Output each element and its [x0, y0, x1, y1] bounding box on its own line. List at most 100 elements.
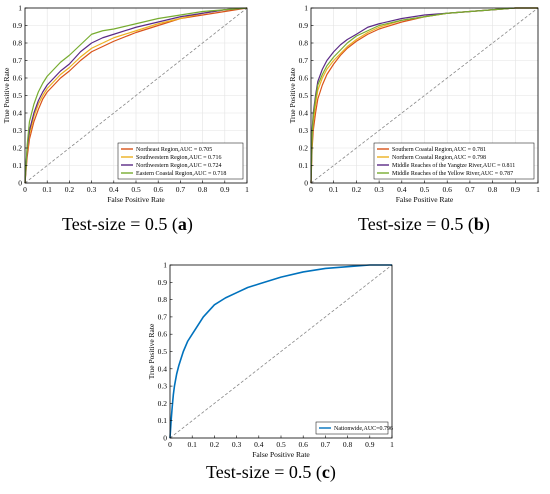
roc-curve-series-2 [24, 7, 248, 184]
caption-b-suffix: ) [483, 214, 490, 234]
legend-label-4: Eastern Coastal Region,AUC = 0.718 [136, 171, 226, 177]
y-tick-label: 0.7 [13, 56, 23, 65]
chart-a: 0 0.1 0.2 0.3 0.4 0.5 0.6 0.7 0.8 0.9 1 0 0.1 0.2 0.3 0… [2, 4, 249, 205]
y-axis-label: True Positive Rate [147, 323, 156, 379]
y-tick-label: 0.8 [299, 39, 309, 48]
y-tick-label: 0.2 [158, 399, 168, 408]
caption-c-letter: c [321, 462, 330, 482]
y-tick-label: 0.4 [158, 364, 168, 373]
x-tick-label: 0.3 [232, 440, 242, 449]
roc-curve-series-3 [24, 7, 248, 184]
y-tick-label: 0 [163, 434, 167, 443]
y-tick-label: 1 [304, 4, 308, 13]
x-tick-label: 1 [390, 440, 394, 449]
y-tick-label: 0.1 [13, 161, 23, 170]
y-tick-label: 0.9 [299, 21, 309, 30]
y-tick-label: 0.4 [299, 109, 309, 118]
y-tick-label: 0.5 [158, 347, 168, 356]
y-tick-label: 0.2 [13, 144, 23, 153]
x-tick-label: 0 [309, 185, 313, 194]
x-axis-label: False Positive Rate [396, 195, 454, 204]
x-tick-label: 0.2 [352, 185, 362, 194]
legend-label-2: Northern Coastal Region,AUC = 0.798 [392, 155, 486, 161]
legend-box [373, 142, 535, 180]
x-tick-label: 0.4 [109, 185, 119, 194]
x-tick-label: 0.1 [188, 440, 198, 449]
y-tick-label: 0.1 [299, 161, 309, 170]
roc-curve-series-4 [310, 7, 538, 184]
diagonal-reference-line [24, 7, 248, 184]
caption-a-letter: a [177, 214, 187, 234]
x-tick-label: 0.6 [154, 185, 164, 194]
y-tick-label: 0.7 [158, 312, 168, 321]
y-tick-label: 0.6 [299, 74, 309, 83]
y-tick-label: 0.5 [13, 91, 23, 100]
roc-curve-series-1 [169, 264, 392, 439]
x-tick-label: 0.8 [343, 440, 353, 449]
caption-a-suffix: ) [186, 214, 193, 234]
x-tick-label: 0.9 [365, 440, 375, 449]
legend-label-4: Middle Reaches of the Yellow River,AUC =… [392, 170, 513, 177]
x-tick-label: 0.5 [420, 185, 430, 194]
y-tick-label: 0 [18, 179, 22, 188]
x-tick-label: 0.4 [397, 185, 407, 194]
caption-b-prefix: Test-size = 0.5 ( [358, 214, 474, 234]
y-tick-label: 0.9 [13, 21, 23, 30]
y-tick-label: 0.6 [13, 74, 23, 83]
x-tick-label: 0.5 [131, 185, 141, 194]
legend-label-3: Northwestern Region,AUC = 0.724 [136, 163, 222, 169]
x-axis-label: False Positive Rate [107, 195, 165, 204]
legend-label-2: Southwestern Region,AUC = 0.716 [136, 155, 222, 161]
chart-b: 0 0.1 0.2 0.3 0.4 0.5 0.6 0.7 0.8 0.9 1 0 0.1 0.2 0.3 0… [290, 4, 540, 205]
y-tick-label: 0.7 [299, 56, 309, 65]
caption-a-prefix: Test-size = 0.5 ( [62, 214, 178, 234]
caption-c: Test-size = 0.5 (c) [206, 462, 336, 483]
x-tick-label: 0.2 [65, 185, 75, 194]
x-tick-label: 1 [245, 185, 249, 194]
y-tick-label: 0.8 [13, 39, 23, 48]
x-tick-label: 0.9 [220, 185, 230, 194]
y-tick-label: 0.4 [13, 109, 23, 118]
x-tick-label: 0.9 [511, 185, 521, 194]
x-tick-label: 0.6 [443, 185, 453, 194]
x-tick-label: 0.2 [210, 440, 220, 449]
y-tick-label: 0.9 [158, 278, 168, 287]
legend-label-1: Northeast Region,AUC = 0.705 [136, 147, 212, 153]
x-tick-label: 0.3 [87, 185, 97, 194]
caption-b: Test-size = 0.5 (b) [358, 214, 490, 235]
x-tick-label: 0.3 [374, 185, 384, 194]
y-tick-label: 0.1 [158, 416, 168, 425]
x-tick-label: 0.7 [465, 185, 475, 194]
diagonal-reference-line [169, 264, 393, 439]
caption-c-prefix: Test-size = 0.5 ( [206, 462, 322, 482]
x-tick-label: 0.7 [176, 185, 186, 194]
legend-label-1: Nationwide,AUC=0.796 [334, 426, 393, 432]
x-tick-label: 0.4 [254, 440, 264, 449]
y-tick-label: 0.6 [158, 330, 168, 339]
legend-label-3: Middle Reaches of the Yangtze River,AUC … [392, 162, 515, 169]
x-tick-label: 0.7 [321, 440, 331, 449]
y-tick-label: 0.3 [13, 126, 23, 135]
caption-c-suffix: ) [329, 462, 336, 482]
chart-c: 0 0.1 0.2 0.3 0.4 0.5 0.6 0.7 0.8 0.9 1 0 0.1 0.2 0.3 0… [147, 261, 394, 460]
y-tick-label: 0.2 [299, 144, 309, 153]
x-tick-label: 0.1 [43, 185, 53, 194]
x-tick-label: 1 [536, 185, 540, 194]
diagonal-reference-line [310, 7, 539, 184]
legend-box [117, 142, 244, 180]
roc-curve-series-4 [24, 7, 248, 184]
x-tick-label: 0 [23, 185, 27, 194]
y-tick-label: 1 [163, 261, 167, 270]
x-tick-label: 0.1 [329, 185, 339, 194]
y-axis-label: True Positive Rate [2, 67, 11, 123]
legend-label-1: Southern Coastal Region,AUC = 0.781 [392, 147, 486, 153]
x-tick-label: 0.8 [198, 185, 208, 194]
y-axis-label: True Positive Rate [290, 67, 297, 123]
y-tick-label: 0.5 [299, 91, 309, 100]
x-tick-label: 0.8 [488, 185, 498, 194]
y-tick-label: 1 [18, 4, 22, 13]
legend-box [315, 421, 389, 435]
caption-a: Test-size = 0.5 (a) [62, 214, 193, 235]
y-tick-label: 0.8 [158, 295, 168, 304]
y-tick-label: 0.3 [158, 382, 168, 391]
